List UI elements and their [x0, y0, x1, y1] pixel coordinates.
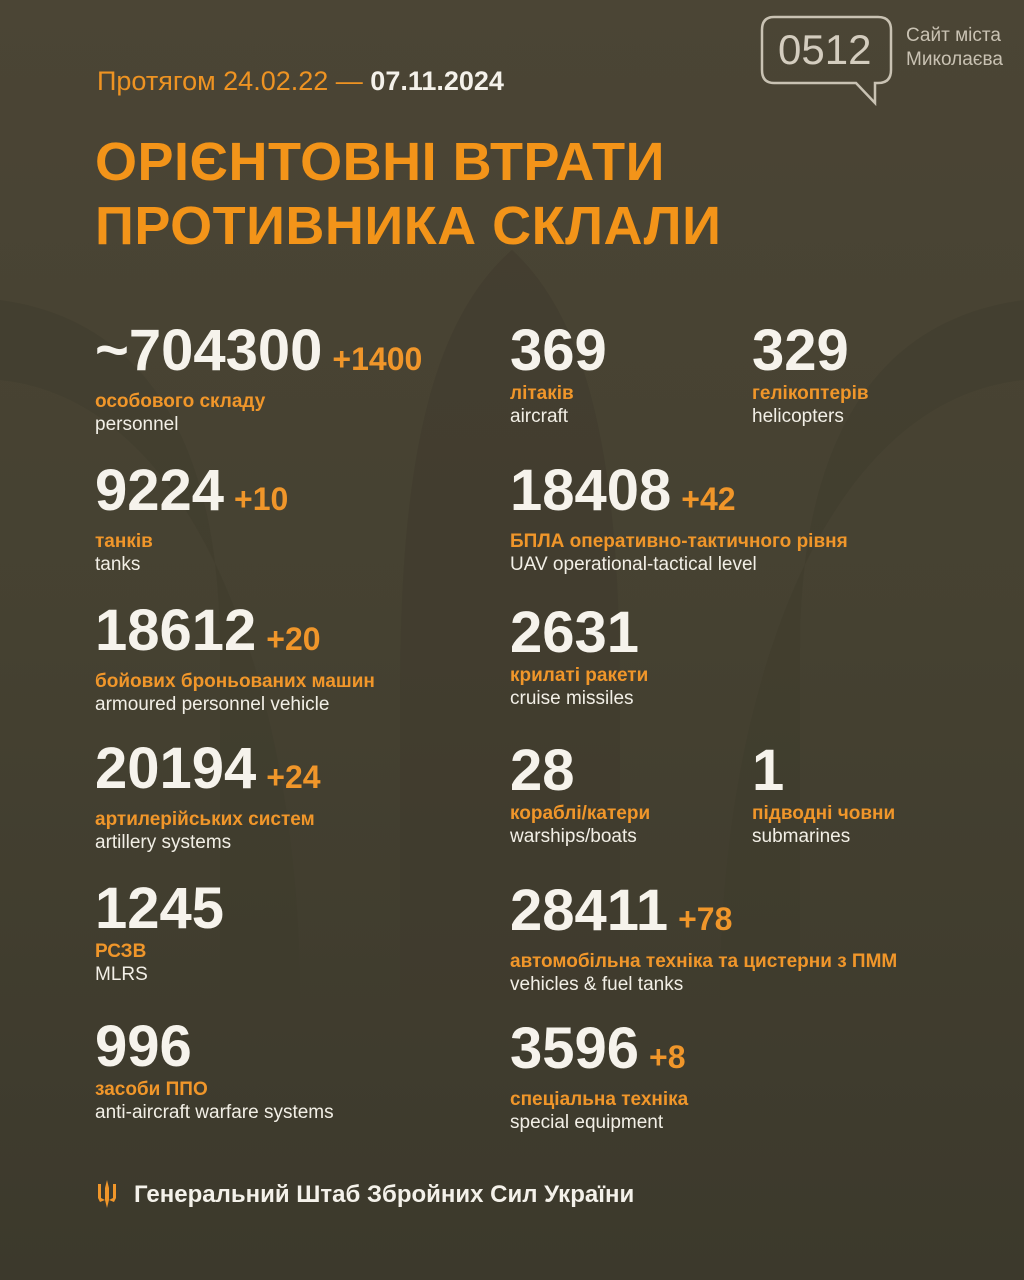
stat-number: 2631 [510, 600, 640, 665]
stat-number: 28411 [510, 878, 669, 943]
stat-label-ua: кораблі/катери [510, 803, 651, 824]
stat-number: 1 [752, 738, 785, 803]
logo-line-1: Сайт міста [906, 25, 1001, 46]
stat-label-en: artillery systems [95, 832, 232, 853]
stat-value: 369 [510, 322, 607, 380]
stat-item: 18612 +20 бойових броньованих машин armou… [95, 602, 375, 717]
stat-label-ua: крилаті ракети [510, 665, 649, 686]
stat-label-en: aircraft [510, 406, 569, 427]
stat-number: 329 [752, 318, 849, 383]
trident-icon [98, 1180, 116, 1208]
stat-label-ua: підводні човни [752, 803, 896, 824]
stat-label-en: submarines [752, 826, 851, 847]
stat-delta: +1400 [332, 341, 423, 377]
stat-value: 20194 +24 [95, 740, 321, 806]
logo-number: 0512 [778, 26, 872, 73]
speech-bubble-logo-icon [760, 15, 893, 107]
stat-item: ~704300 +1400 особового складу personnel [95, 322, 422, 437]
stat-label-ua: літаків [510, 383, 574, 404]
stat-item: 329 гелікоптерів helicopters [752, 322, 869, 429]
stat-delta: +78 [678, 901, 733, 937]
period-date: 07.11.2024 [370, 66, 504, 96]
stat-item: 18408 +42 БПЛА оперативно-тактичного рівн… [510, 462, 848, 577]
stat-label-ua: спеціальна техніка [510, 1089, 689, 1110]
stat-value: ~704300 +1400 [95, 322, 422, 388]
logo-text: Сайт міста Миколаєва [906, 24, 1003, 72]
title-line-2: ПРОТИВНИКА СКЛАЛИ [95, 196, 722, 256]
stat-label-ua: бойових броньованих машин [95, 671, 375, 692]
stat-item: 996 засоби ППО anti-aircraft warfare sys… [95, 1018, 334, 1125]
stat-label-en: UAV operational-tactical level [510, 554, 757, 575]
stat-number: 9224 [95, 458, 225, 523]
stat-item: 369 літаків aircraft [510, 322, 607, 429]
stat-number: 996 [95, 1014, 192, 1079]
stat-delta: +8 [649, 1039, 686, 1075]
stat-item: 2631 крилаті ракети cruise missiles [510, 604, 648, 711]
stat-label-en: helicopters [752, 406, 844, 427]
stat-value: 18612 +20 [95, 602, 375, 668]
stat-value: 18408 +42 [510, 462, 848, 528]
stat-delta: +20 [266, 621, 321, 657]
stat-number: ~704300 [95, 318, 323, 383]
stat-label-ua: БПЛА оперативно-тактичного рівня [510, 531, 848, 552]
stat-number: 18612 [95, 598, 257, 663]
page-title: ОРІЄНТОВНІ ВТРАТИ ПРОТИВНИКА СКЛАЛИ [95, 130, 721, 258]
stat-number: 18408 [510, 458, 672, 523]
stat-label-en: special equipment [510, 1112, 664, 1133]
logo-line-2: Миколаєва [906, 49, 1003, 70]
stat-value: 329 [752, 322, 869, 380]
stat-label-ua: танків [95, 531, 153, 552]
stat-label-ua: артилерійських систем [95, 809, 315, 830]
stat-label-ua: засоби ППО [95, 1079, 208, 1100]
stat-delta: +10 [234, 481, 289, 517]
stat-label-ua: автомобільна техніка та цистерни з ПММ [510, 951, 898, 972]
stat-delta: +42 [681, 481, 736, 517]
stat-value: 996 [95, 1018, 334, 1076]
stat-label-en: MLRS [95, 964, 148, 985]
stat-number: 369 [510, 318, 607, 383]
stat-label-en: personnel [95, 414, 179, 435]
stat-number: 20194 [95, 736, 257, 801]
stat-label-en: cruise missiles [510, 688, 634, 709]
stat-item: 20194 +24 артилерійських систем artillery… [95, 740, 321, 855]
stat-item: 28411 +78 автомобільна техніка та цистерн… [510, 882, 897, 997]
stat-label-en: warships/boats [510, 826, 637, 847]
stat-label-en: vehicles & fuel tanks [510, 974, 684, 995]
stat-item: 1 підводні човни submarines [752, 742, 895, 849]
period-prefix: Протягом 24.02.22 — [97, 66, 363, 96]
stat-number: 1245 [95, 876, 225, 941]
stat-item: 28 кораблі/катери warships/boats [510, 742, 650, 849]
footer: Генеральний Штаб Збройних Сил України [96, 1180, 634, 1210]
stat-label-en: armoured personnel vehicle [95, 694, 330, 715]
stat-number: 3596 [510, 1016, 640, 1081]
stat-value: 1245 [95, 880, 224, 938]
stat-number: 28 [510, 738, 575, 803]
title-line-1: ОРІЄНТОВНІ ВТРАТИ [95, 132, 665, 192]
stat-label-ua: РСЗВ [95, 941, 147, 962]
stat-label-ua: особового складу [95, 391, 266, 412]
stat-label-en: anti-aircraft warfare systems [95, 1102, 334, 1123]
stat-label-en: tanks [95, 554, 141, 575]
stat-value: 1 [752, 742, 895, 800]
stat-item: 3596 +8 спеціальна техніка special equipm… [510, 1020, 688, 1135]
stat-value: 28 [510, 742, 650, 800]
stat-value: 28411 +78 [510, 882, 897, 948]
stat-label-ua: гелікоптерів [752, 383, 869, 404]
stat-delta: +24 [266, 759, 321, 795]
stat-item: 9224 +10 танків tanks [95, 462, 288, 577]
stat-item: 1245 РСЗВ MLRS [95, 880, 224, 987]
period: Протягом 24.02.22 — 07.11.2024 [97, 66, 504, 97]
stat-value: 9224 +10 [95, 462, 288, 528]
stat-value: 3596 +8 [510, 1020, 688, 1086]
stat-value: 2631 [510, 604, 648, 662]
footer-text: Генеральний Штаб Збройних Сил України [134, 1181, 635, 1208]
